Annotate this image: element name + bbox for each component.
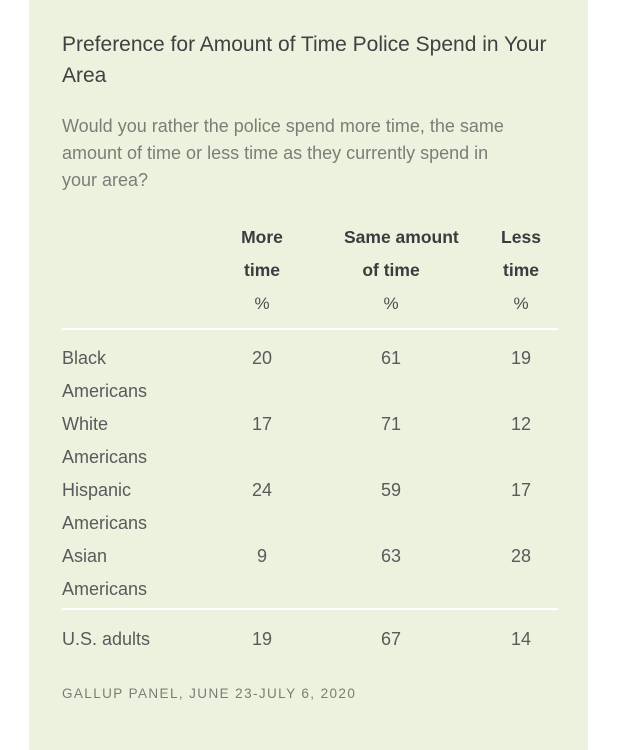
row-label: White Americans (62, 408, 180, 474)
row-label-line: Hispanic (62, 480, 132, 500)
row-label-line: Americans (62, 513, 148, 533)
column-header-line: of time (362, 260, 420, 280)
value-cell: 14 (510, 629, 532, 649)
row-label: Asian Americans (62, 540, 180, 606)
row-label: U.S. adults (62, 623, 180, 656)
value-cell: 20 (251, 348, 273, 368)
unit-spacer (62, 293, 180, 315)
source-note: GALLUP PANEL, JUNE 23-JULY 6, 2020 (62, 686, 357, 701)
results-table: More time Same amount of time Less time … (62, 221, 558, 656)
column-header-same-amount: Same amount of time (344, 221, 459, 287)
survey-question: Would you rather the police spend more t… (62, 116, 504, 190)
value-cell: 67 (380, 629, 402, 649)
value-cell: 9 (256, 546, 267, 566)
row-label: Hispanic Americans (62, 474, 180, 540)
table-row-black-americans: Black Americans 20 61 19 (62, 342, 558, 408)
page-title: Preference for Amount of Time Police Spe… (62, 33, 547, 87)
table-row-white-americans: White Americans 17 71 12 (62, 408, 558, 474)
column-header-less-time: Less time (438, 221, 558, 287)
value-cell: 19 (251, 629, 273, 649)
column-header-line: Less (501, 227, 541, 247)
column-header-line: More (241, 227, 283, 247)
percent-symbol: % (383, 294, 399, 313)
value-cell: 61 (380, 348, 402, 368)
table-row-asian-americans: Asian Americans 9 63 28 (62, 540, 558, 606)
gallup-chart-card: Preference for Amount of Time Police Spe… (29, 0, 588, 750)
row-label-line: Asian (62, 546, 108, 566)
table-row-hispanic-americans: Hispanic Americans 24 59 17 (62, 474, 558, 540)
row-label-line: Americans (62, 381, 148, 401)
row-label-line: Americans (62, 447, 148, 467)
value-cell: 63 (380, 546, 402, 566)
value-cell: 28 (510, 546, 532, 566)
value-cell: 17 (251, 414, 273, 434)
row-label-line: Black (62, 348, 107, 368)
value-cell: 17 (510, 480, 532, 500)
percent-symbol: % (513, 294, 529, 313)
table-header-row: More time Same amount of time Less time (62, 221, 558, 287)
row-label-line: Americans (62, 579, 148, 599)
table-body: Black Americans 20 61 19 White Americans… (62, 342, 558, 606)
column-header-line: Same amount (344, 227, 459, 247)
value-cell: 71 (380, 414, 402, 434)
row-label-line: U.S. adults (62, 629, 151, 649)
table-total-divider (62, 608, 558, 610)
value-cell: 19 (510, 348, 532, 368)
table-top-divider (62, 328, 558, 330)
row-label-line: White (62, 414, 109, 434)
header-spacer (62, 221, 180, 287)
unit-row: % % % (62, 293, 558, 315)
table-row-us-adults: U.S. adults 19 67 14 (62, 610, 558, 656)
column-header-more-time: More time (180, 221, 344, 287)
value-cell: 12 (510, 414, 532, 434)
column-header-line: time (244, 260, 280, 280)
percent-symbol: % (254, 294, 270, 313)
row-label: Black Americans (62, 342, 180, 408)
column-header-line: time (503, 260, 539, 280)
value-cell: 59 (380, 480, 402, 500)
value-cell: 24 (251, 480, 273, 500)
